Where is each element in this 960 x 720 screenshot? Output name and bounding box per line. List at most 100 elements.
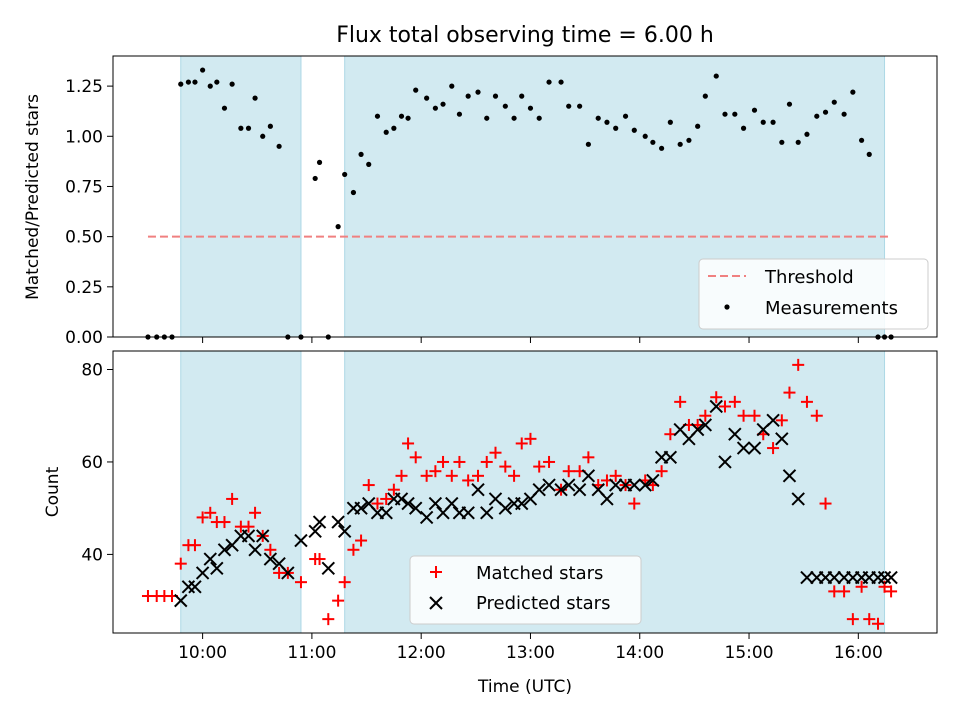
measurement-point [659,145,665,151]
matched-star-point [543,455,556,468]
matched-star-point [524,432,537,445]
measurement-point [178,81,184,87]
matched-star-point [196,511,209,524]
measurement-point [342,171,348,178]
predicted-star-point [256,529,270,543]
bottom-x-axis-label: Time (UTC) [477,677,572,697]
measurement-point [391,125,397,131]
predicted-star-point [884,570,898,585]
measurement-point [677,141,683,147]
predicted-star-point [294,533,308,548]
measurement-point [192,79,198,85]
matched-star-point [710,391,723,404]
predicted-star-point [638,478,652,492]
matched-star-point [885,585,898,598]
matched-star-point [863,613,876,626]
matched-star-point [562,465,575,478]
matched-star-point [355,534,368,547]
matched-star-point [188,539,201,552]
measurement-point [866,151,872,157]
matched-star-point [371,497,384,510]
measurement-point [238,125,244,131]
top-legend-box [698,258,929,330]
threshold-legend-label: Threshold [764,267,854,288]
bottom-y-tick-label: 40 [81,545,103,565]
predicted-star-point [800,570,814,585]
predicted-star-point [728,427,742,441]
measurement-point [546,79,552,85]
measurement-point [686,137,692,143]
matched-star-point [462,474,475,487]
measurement-point [475,89,481,95]
predicted-legend-swatch [429,596,443,610]
measurement-point [383,129,389,135]
predicted-stars-points [174,399,898,608]
top-y-tick-label: 1.25 [65,77,103,97]
top-x-ticks [202,337,859,343]
measurement-point [398,113,405,119]
measurement-point [760,119,766,125]
measurement-point [492,93,499,99]
matched-star-point [249,506,262,519]
measurement-point [276,143,282,149]
top-y-ticks: 0.00 0.25 0.50 0.75 1.00 1.25 [65,77,113,348]
measurement-point [667,119,673,125]
bottom-x-tick-label: 16:00 [834,643,883,663]
measurement-point [335,224,341,230]
predicted-star-point [394,492,409,506]
measurement-point [850,89,856,95]
matched-star-point [855,580,868,593]
predicted-star-point [782,469,797,483]
measurement-point [577,103,583,109]
measurements-legend-label: Measurements [765,298,898,319]
matched-star-point [800,395,813,408]
matched-star-point [429,465,442,478]
predicted-star-point [419,510,434,525]
matched-star-point [445,469,458,482]
matched-star-point [204,506,217,519]
predicted-star-point [532,482,546,497]
measurement-point [312,175,318,182]
top-y-tick-label: 0.50 [65,228,103,248]
predicted-star-point [515,496,529,511]
measurement-point [695,123,701,129]
bottom-x-tick-label: 11:00 [287,643,336,663]
measurement-point [595,115,601,121]
matched-star-point [499,460,512,473]
predicted-star-point [401,496,415,511]
measurement-point [366,161,372,167]
bottom-panel: 40 60 80 10:00 11:00 12:00 13:00 14:00 15:00 16:… [43,350,938,697]
predicted-star-point [827,570,841,585]
predicted-star-point [312,515,327,529]
bottom-y-axis-label: Count [43,466,63,517]
matched-star-point [718,400,731,413]
matched-star-point [489,446,502,459]
matched-star-point [846,613,859,626]
measurement-point [214,79,220,85]
predicted-star-point [461,506,475,520]
measurement-point [740,125,747,131]
measurement-point [650,139,656,145]
matched-star-point [409,451,422,464]
predicted-star-point [775,432,789,446]
matched-star-point [362,479,375,492]
measurement-point [779,139,785,145]
matched-star-point [294,576,307,589]
matched-star-point [437,455,450,468]
measurement-point [405,115,411,121]
predicted-legend-label: Predicted stars [476,593,610,614]
measurement-point [732,111,738,117]
measurement-point [536,115,542,121]
predicted-star-point [791,492,805,506]
measurement-point [185,79,192,85]
matched-star-point [322,613,335,626]
predicted-star-point [877,570,892,585]
measurement-point [814,113,820,119]
matched-star-point [699,409,712,422]
matched-star-point [838,585,851,598]
predicted-star-point [736,441,751,455]
bottom-y-tick-label: 60 [81,453,103,473]
predicted-star-point [203,552,217,566]
predicted-star-point [871,570,885,585]
